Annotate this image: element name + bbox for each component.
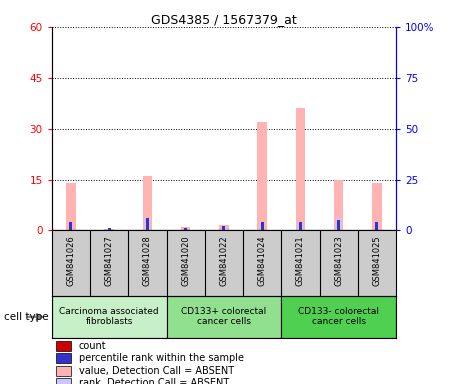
Bar <box>145 218 149 230</box>
Bar <box>52 296 166 338</box>
Text: value, Detection Call = ABSENT: value, Detection Call = ABSENT <box>79 366 234 376</box>
Bar <box>56 341 71 351</box>
Bar <box>56 377 71 384</box>
Text: CD133+ colorectal
cancer cells: CD133+ colorectal cancer cells <box>181 307 266 326</box>
Bar <box>66 183 76 230</box>
Bar <box>337 218 341 230</box>
Bar <box>375 222 379 230</box>
Bar <box>181 227 190 230</box>
Bar <box>56 366 71 376</box>
Text: Carcinoma associated
fibroblasts: Carcinoma associated fibroblasts <box>59 307 159 326</box>
Bar <box>372 183 382 230</box>
Text: cell type: cell type <box>4 312 49 322</box>
Bar <box>219 225 229 230</box>
Bar <box>257 122 267 230</box>
Bar <box>375 222 378 230</box>
Bar <box>222 226 225 230</box>
Bar <box>260 222 264 230</box>
Bar <box>222 226 226 230</box>
Text: GSM841025: GSM841025 <box>373 236 382 286</box>
Text: CD133- colorectal
cancer cells: CD133- colorectal cancer cells <box>298 307 379 326</box>
Text: GSM841024: GSM841024 <box>257 236 266 286</box>
Bar <box>299 222 302 230</box>
Bar <box>298 222 302 230</box>
Text: GSM841021: GSM841021 <box>296 236 305 286</box>
Bar <box>143 176 152 230</box>
Text: GSM841023: GSM841023 <box>334 236 343 286</box>
Bar <box>296 108 305 230</box>
Bar <box>337 220 340 230</box>
Bar <box>69 222 73 230</box>
Bar <box>146 218 149 230</box>
Text: GSM841027: GSM841027 <box>104 236 113 286</box>
Bar <box>69 222 72 230</box>
Text: percentile rank within the sample: percentile rank within the sample <box>79 353 244 363</box>
Bar <box>166 296 281 338</box>
Text: GSM841022: GSM841022 <box>220 236 228 286</box>
Text: GSM841020: GSM841020 <box>181 236 190 286</box>
Bar <box>261 222 264 230</box>
Bar <box>184 228 187 230</box>
Bar <box>108 228 111 230</box>
Bar <box>334 180 343 230</box>
Text: count: count <box>79 341 107 351</box>
Bar <box>56 353 71 363</box>
Bar <box>104 229 114 230</box>
Text: rank, Detection Call = ABSENT: rank, Detection Call = ABSENT <box>79 377 229 384</box>
Bar <box>281 296 396 338</box>
Text: GSM841026: GSM841026 <box>67 236 76 286</box>
Title: GDS4385 / 1567379_at: GDS4385 / 1567379_at <box>151 13 297 26</box>
Text: GSM841028: GSM841028 <box>143 236 152 286</box>
